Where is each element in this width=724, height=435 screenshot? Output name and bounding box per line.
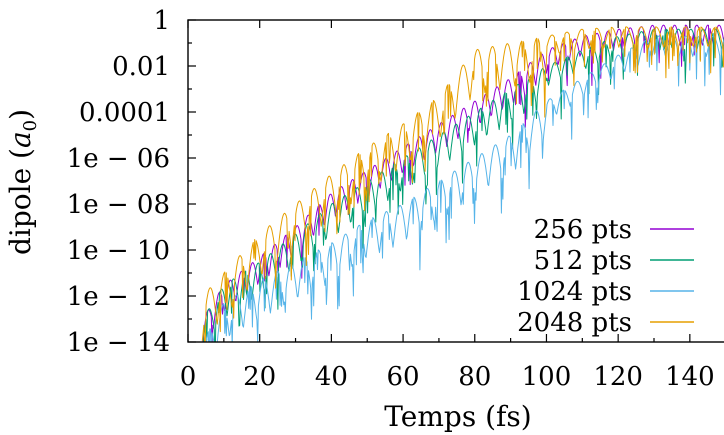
y-axis-label-var: a: [4, 131, 37, 148]
x-tick-label: 0: [180, 362, 197, 392]
x-tick-label: 20: [243, 362, 276, 392]
legend-label: 1024 pts: [517, 277, 632, 307]
x-tick-label: 120: [593, 362, 643, 392]
y-tick-label: 1: [153, 6, 170, 36]
legend-label: 512 pts: [534, 246, 632, 276]
x-tick-label: 80: [458, 362, 491, 392]
x-tick-label: 100: [522, 362, 572, 392]
series-line: [201, 26, 724, 342]
x-tick-label: 140: [665, 362, 715, 392]
legend-label: 2048 pts: [517, 308, 632, 338]
y-axis-label-suffix: ): [4, 109, 37, 120]
y-tick-label: 0.0001: [79, 98, 170, 128]
y-tick-label: 0.01: [112, 52, 170, 82]
series-line: [205, 35, 724, 342]
y-tick-label: 1e − 12: [67, 282, 170, 312]
y-axis-label: dipole (a0): [4, 109, 41, 255]
x-tick-label: 40: [315, 362, 348, 392]
y-tick-label: 1e − 14: [67, 328, 170, 358]
y-axis-label-sub: 0: [20, 120, 41, 131]
y-axis: 1e − 14 1e − 12 1e − 10 1e − 08 1e − 06 0.000…: [67, 6, 196, 358]
y-tick-label: 1e − 06: [67, 144, 170, 174]
y-tick-label: 1e − 10: [67, 236, 170, 266]
legend-label: 256 pts: [534, 215, 632, 245]
x-tick-label: 60: [387, 362, 420, 392]
y-axis-label-prefix: dipole (: [4, 148, 37, 255]
x-axis: 0 20 40 60 80 100 120 140: [180, 20, 715, 392]
y-tick-label: 1e − 08: [67, 190, 170, 220]
series-layer: [201, 24, 724, 342]
x-axis-label: Temps (fs): [384, 400, 531, 433]
